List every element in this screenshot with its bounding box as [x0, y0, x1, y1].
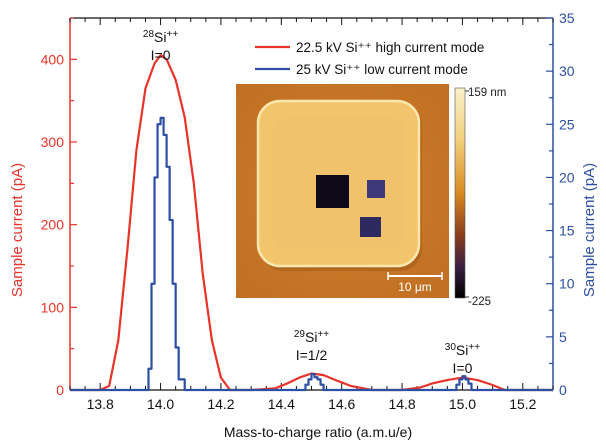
y-right-tick-label: 0: [559, 382, 567, 398]
y-right-tick-label: 5: [559, 329, 567, 345]
x-tick-label: 14.6: [328, 396, 355, 412]
colorbar-max-label: 159 nm: [468, 87, 506, 99]
y-right-tick-label: 20: [559, 169, 575, 185]
y-axis-left-title: Sample current (pA): [9, 163, 26, 297]
x-tick-label: 14.4: [268, 396, 295, 412]
x-axis-title: Mass-to-charge ratio (a.m.u/e): [224, 424, 412, 440]
y-axis-right-title: Sample current (pA): [581, 163, 598, 297]
annotation-si29-spin: I=1/2: [296, 347, 328, 363]
annotation-si28-spin: I=0: [151, 47, 171, 63]
legend-label-red: 22.5 kV Si⁺⁺ high current mode: [296, 40, 484, 55]
x-tick-label: 14.8: [388, 396, 415, 412]
peak-annotations: 28Si++ I=0 29Si++ I=1/2 30Si++ I=0: [143, 29, 480, 377]
y-left-tick-label: 200: [41, 217, 65, 233]
annotation-si28-ion: 28Si++: [143, 29, 178, 46]
annotation-si30-spin: I=0: [453, 360, 473, 376]
series-line-low-current: [70, 116, 553, 392]
x-tick-label: 15.0: [449, 396, 476, 412]
y-left-tick-label: 300: [41, 134, 65, 150]
x-tick-label: 13.8: [87, 396, 114, 412]
annotation-si30-ion: 30Si++: [445, 342, 480, 359]
afm-inset: 10 μm 159 nm -225: [236, 84, 506, 308]
annotation-si29-ion: 29Si++: [294, 329, 329, 346]
afm-etch-small-top: [367, 180, 385, 198]
x-tick-label: 14.2: [207, 396, 234, 412]
series-layer: [70, 54, 553, 392]
x-tick-label: 14.0: [147, 396, 174, 412]
y-left-tick-label: 100: [41, 299, 65, 315]
colorbar: [454, 87, 466, 299]
y-right-tick-label: 35: [559, 10, 575, 26]
scale-bar-label: 10 μm: [398, 280, 432, 294]
axes-layer: 13.8 14.0 14.2 14.4 14.6 14.8 15.0 15.201002003…: [41, 10, 575, 412]
legend: 22.5 kV Si⁺⁺ high current mode 25 kV Si⁺…: [255, 40, 484, 77]
y-right-tick-label: 15: [559, 223, 575, 239]
afm-etch-large: [316, 175, 349, 208]
legend-label-blue: 25 kV Si⁺⁺ low current mode: [296, 62, 468, 77]
y-left-tick-label: 400: [41, 51, 65, 67]
y-right-tick-label: 10: [559, 276, 575, 292]
afm-etch-small-bottom: [360, 217, 381, 237]
y-left-tick-label: 0: [56, 382, 64, 398]
y-right-tick-label: 30: [559, 63, 575, 79]
colorbar-min-label: -225: [468, 296, 491, 308]
y-right-tick-label: 25: [559, 116, 575, 132]
x-tick-label: 15.2: [509, 396, 536, 412]
